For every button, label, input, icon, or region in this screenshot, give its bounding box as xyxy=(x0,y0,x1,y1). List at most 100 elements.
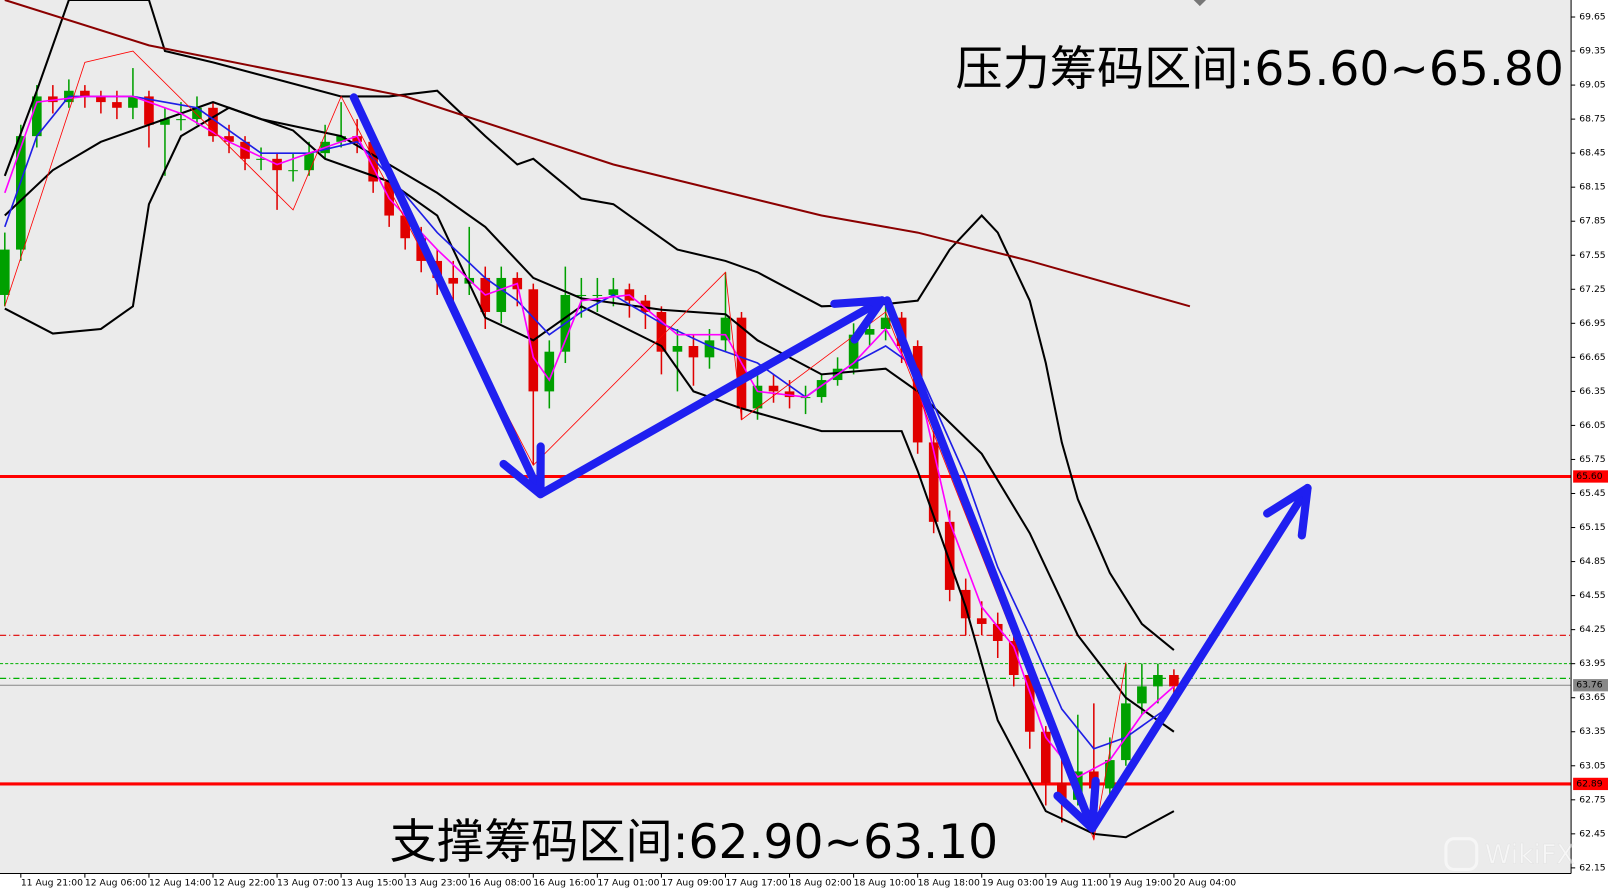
candle-body xyxy=(880,317,891,329)
candle-body xyxy=(944,521,955,590)
x-tick-label: 16 Aug 08:00 xyxy=(469,877,531,888)
candle-body xyxy=(864,328,875,335)
candle-body xyxy=(928,442,939,522)
candle-body xyxy=(192,107,202,120)
y-tick-label: 69.35 xyxy=(1579,46,1606,57)
x-tick-label: 18 Aug 10:00 xyxy=(854,877,916,888)
candle-body xyxy=(608,289,619,295)
y-tick-label: 63.35 xyxy=(1579,726,1606,737)
candle-body xyxy=(704,340,715,358)
watermark: WikiFX xyxy=(1444,837,1575,871)
candle-body xyxy=(304,153,314,171)
candle-body xyxy=(1121,703,1131,761)
candle-body xyxy=(80,90,90,97)
y-tick-label: 66.65 xyxy=(1579,352,1606,363)
y-tick-label: 62.15 xyxy=(1579,862,1606,873)
candle-body xyxy=(0,249,10,295)
y-tick-label: 64.25 xyxy=(1579,624,1606,635)
x-tick-label: 19 Aug 03:00 xyxy=(982,877,1044,888)
price-level-label: 63.76 xyxy=(1576,680,1603,691)
candle-body xyxy=(1024,675,1035,732)
candle-body xyxy=(784,391,795,398)
price-level-tag xyxy=(1573,679,1608,692)
price-level-label: 62.89 xyxy=(1576,778,1603,789)
candle-body xyxy=(752,385,763,409)
y-tick-label: 65.15 xyxy=(1579,522,1606,533)
candle-body xyxy=(288,170,298,172)
candle-body xyxy=(1040,731,1051,783)
candle-body xyxy=(112,102,122,108)
price-level-label: 65.60 xyxy=(1576,471,1603,482)
y-tick-label: 68.75 xyxy=(1579,114,1606,125)
plot-background xyxy=(0,0,1572,874)
y-tick-label: 69.65 xyxy=(1579,12,1606,23)
candle-body xyxy=(16,136,26,250)
candle-body xyxy=(144,96,154,125)
x-tick-label: 17 Aug 17:00 xyxy=(725,877,787,888)
arrow-head xyxy=(499,442,545,499)
watermark-logo xyxy=(1444,837,1479,871)
y-tick-label: 69.05 xyxy=(1579,80,1606,91)
indicator-line xyxy=(3,0,1175,651)
y-tick-label: 68.45 xyxy=(1579,148,1606,159)
y-tick-label: 65.45 xyxy=(1579,488,1606,499)
candle-body xyxy=(544,351,555,392)
candle-body xyxy=(816,380,827,398)
candle-body xyxy=(848,334,859,369)
candle-body xyxy=(240,141,250,159)
y-tick-label: 62.75 xyxy=(1579,794,1606,805)
indicator-line xyxy=(4,106,1175,839)
arrow-head xyxy=(830,296,887,344)
plot xyxy=(0,0,1572,842)
candle-body xyxy=(224,136,234,142)
candle-body xyxy=(96,96,106,103)
x-tick-label: 12 Aug 22:00 xyxy=(213,877,275,888)
y-tick-label: 68.15 xyxy=(1579,182,1606,193)
candle-body xyxy=(32,96,42,137)
y-tick-label: 66.05 xyxy=(1579,420,1606,431)
candle-body xyxy=(1056,782,1067,800)
x-tick-label: 19 Aug 19:00 xyxy=(1110,877,1172,888)
indicator-line xyxy=(4,95,1175,750)
y-tick-label: 62.45 xyxy=(1579,828,1606,839)
x-tick-label: 16 Aug 16:00 xyxy=(533,877,595,888)
candle-body xyxy=(992,623,1003,641)
candle-body xyxy=(448,277,459,284)
candle-body xyxy=(400,215,410,239)
candle-body xyxy=(176,119,186,121)
indicator-line xyxy=(4,50,1127,842)
y-tick-label: 63.65 xyxy=(1579,692,1606,703)
annotation: 压力筹码区间:65.60~65.80 xyxy=(955,42,1563,97)
candle-body xyxy=(48,96,58,103)
trend-arrows xyxy=(349,93,1312,833)
x-tick-label: 12 Aug 06:00 xyxy=(85,877,147,888)
x-tick-label: 18 Aug 02:00 xyxy=(790,877,852,888)
candle-body xyxy=(1169,675,1179,687)
indicator-line xyxy=(4,0,1191,308)
candle-body xyxy=(976,618,987,624)
y-tick-label: 66.95 xyxy=(1579,318,1606,329)
y-tick-label: 67.25 xyxy=(1579,284,1606,295)
candle-body xyxy=(128,96,138,108)
x-tick-label: 13 Aug 15:00 xyxy=(341,877,403,888)
candle-body xyxy=(336,136,346,142)
x-tick-label: 18 Aug 18:00 xyxy=(918,877,980,888)
x-tick-label: 20 Aug 04:00 xyxy=(1174,877,1236,888)
y-tick-label: 64.55 xyxy=(1579,590,1606,601)
candle-body xyxy=(672,346,683,352)
candle-body xyxy=(1008,640,1019,676)
y-tick-label: 63.05 xyxy=(1579,760,1606,771)
candle-body xyxy=(592,294,603,296)
candle-body xyxy=(368,141,378,182)
watermark-text: WikiFX xyxy=(1485,840,1575,871)
candle-body xyxy=(688,346,699,358)
y-tick-label: 63.95 xyxy=(1579,658,1606,669)
y-tick-label: 67.85 xyxy=(1579,216,1606,227)
candle-body xyxy=(208,107,218,137)
candle-body xyxy=(768,385,779,392)
arrow-head xyxy=(1053,776,1100,833)
candle-body xyxy=(656,311,667,352)
y-tick-label: 67.55 xyxy=(1579,250,1606,261)
